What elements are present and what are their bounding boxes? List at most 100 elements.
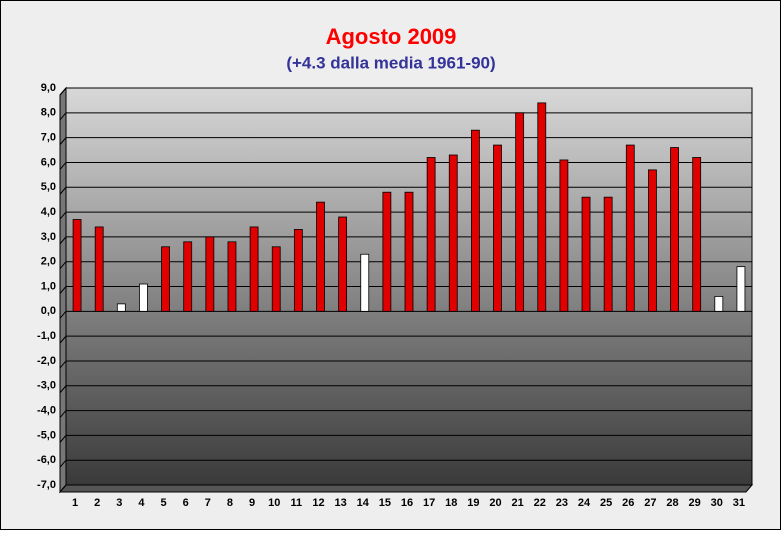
- bar: [249, 226, 259, 312]
- y-tick-label: -2,0: [37, 355, 56, 367]
- y-tick-label: 4,0: [41, 206, 56, 218]
- x-tick-label: 25: [600, 497, 612, 509]
- grid-line-side: [59, 112, 67, 121]
- bar: [714, 296, 724, 312]
- y-tick-label: 8,0: [41, 107, 56, 119]
- x-tick-label: 11: [291, 497, 303, 509]
- grid-line-side: [59, 137, 67, 145]
- bar: [360, 253, 370, 312]
- x-tick-label: 28: [666, 497, 678, 509]
- bar: [625, 144, 635, 312]
- bar: [338, 216, 348, 312]
- x-tick-label: 22: [534, 497, 546, 509]
- grid-line-side: [59, 335, 67, 344]
- bar: [404, 191, 414, 312]
- x-tick-label: 6: [183, 497, 189, 509]
- y-tick-label: -5,0: [37, 429, 56, 441]
- x-tick-label: 20: [489, 497, 501, 509]
- grid-line-side: [59, 286, 67, 294]
- x-tick-label: 15: [379, 497, 391, 509]
- bar: [139, 283, 148, 312]
- grid-line-side: [59, 310, 67, 319]
- bar: [316, 201, 325, 312]
- grid-line-side: [59, 211, 67, 220]
- floor: [58, 484, 754, 493]
- x-tick-label: 2: [94, 497, 100, 509]
- y-tick-label: -3,0: [37, 380, 56, 392]
- x-tick-label: 10: [268, 497, 280, 509]
- bar: [426, 157, 436, 312]
- grid-line-side: [59, 385, 67, 394]
- chart-subtitle: (+4.3 dalla media 1961-90): [286, 53, 495, 72]
- x-tick-label: 7: [205, 497, 211, 509]
- y-tick-label: -7,0: [37, 479, 56, 491]
- x-tick-label: 29: [689, 497, 701, 509]
- grid-line-side: [59, 459, 67, 468]
- bar: [648, 169, 657, 312]
- y-tick-label: 7,0: [41, 132, 56, 144]
- bar: [382, 191, 392, 312]
- bar: [183, 241, 193, 312]
- bar: [470, 129, 480, 312]
- bar: [559, 159, 569, 312]
- bar: [448, 154, 458, 312]
- grid-line-side: [59, 360, 67, 369]
- y-tick-label: -6,0: [37, 454, 56, 466]
- bar: [271, 246, 281, 312]
- grid-line-side: [59, 162, 67, 170]
- x-tick-label: 17: [423, 497, 435, 509]
- x-tick-label: 13: [334, 497, 346, 509]
- bar: [116, 303, 126, 312]
- x-tick-label: 18: [445, 497, 457, 509]
- y-tick-label: 3,0: [41, 231, 56, 243]
- bar: [692, 157, 702, 312]
- x-tick-label: 8: [227, 497, 233, 509]
- bar: [161, 246, 170, 312]
- y-tick-label: 5,0: [41, 181, 56, 193]
- grid-line-side: [59, 410, 67, 418]
- x-tick-label: 21: [512, 497, 524, 509]
- y-tick-label: 0,0: [41, 305, 56, 317]
- y-tick-label: -4,0: [37, 404, 56, 416]
- bar: [94, 226, 104, 312]
- bar: [581, 196, 591, 312]
- x-tick-label: 9: [249, 497, 255, 509]
- grid-line-side: [59, 484, 67, 493]
- bar: [227, 241, 237, 312]
- chart-title: Agosto 2009: [326, 24, 457, 49]
- bar: [537, 102, 547, 312]
- x-tick-label: 23: [556, 497, 568, 509]
- x-tick-label: 27: [644, 497, 656, 509]
- x-tick-label: 30: [711, 497, 723, 509]
- x-tick-label: 16: [401, 497, 413, 509]
- x-tick-label: 14: [357, 497, 370, 509]
- bar: [736, 266, 746, 312]
- x-tick-label: 4: [138, 497, 145, 509]
- grid-line-side: [59, 261, 67, 270]
- x-tick-label: 31: [733, 497, 745, 509]
- x-tick-label: 19: [467, 497, 479, 509]
- grid-line-side: [59, 186, 67, 195]
- x-tick-label: 26: [622, 497, 634, 509]
- grid-line-side: [59, 87, 67, 96]
- bar: [670, 147, 679, 312]
- x-tick-label: 1: [72, 497, 78, 509]
- x-tick-label: 3: [116, 497, 122, 509]
- bar: [205, 236, 215, 312]
- y-tick-label: 6,0: [41, 156, 56, 168]
- bar: [293, 229, 303, 312]
- y-tick-label: 1,0: [41, 280, 56, 292]
- bar: [72, 219, 82, 312]
- y-tick-label: 2,0: [41, 256, 56, 268]
- bar: [493, 144, 502, 312]
- x-tick-label: 12: [312, 497, 324, 509]
- bar: [515, 112, 525, 312]
- grid-line-side: [59, 435, 67, 443]
- y-tick-label: 9,0: [41, 82, 56, 94]
- grid-line-side: [59, 236, 67, 245]
- x-tick-label: 24: [578, 497, 591, 509]
- x-tick-label: 5: [161, 497, 167, 509]
- y-tick-label: -1,0: [37, 330, 56, 342]
- bar: [603, 196, 613, 312]
